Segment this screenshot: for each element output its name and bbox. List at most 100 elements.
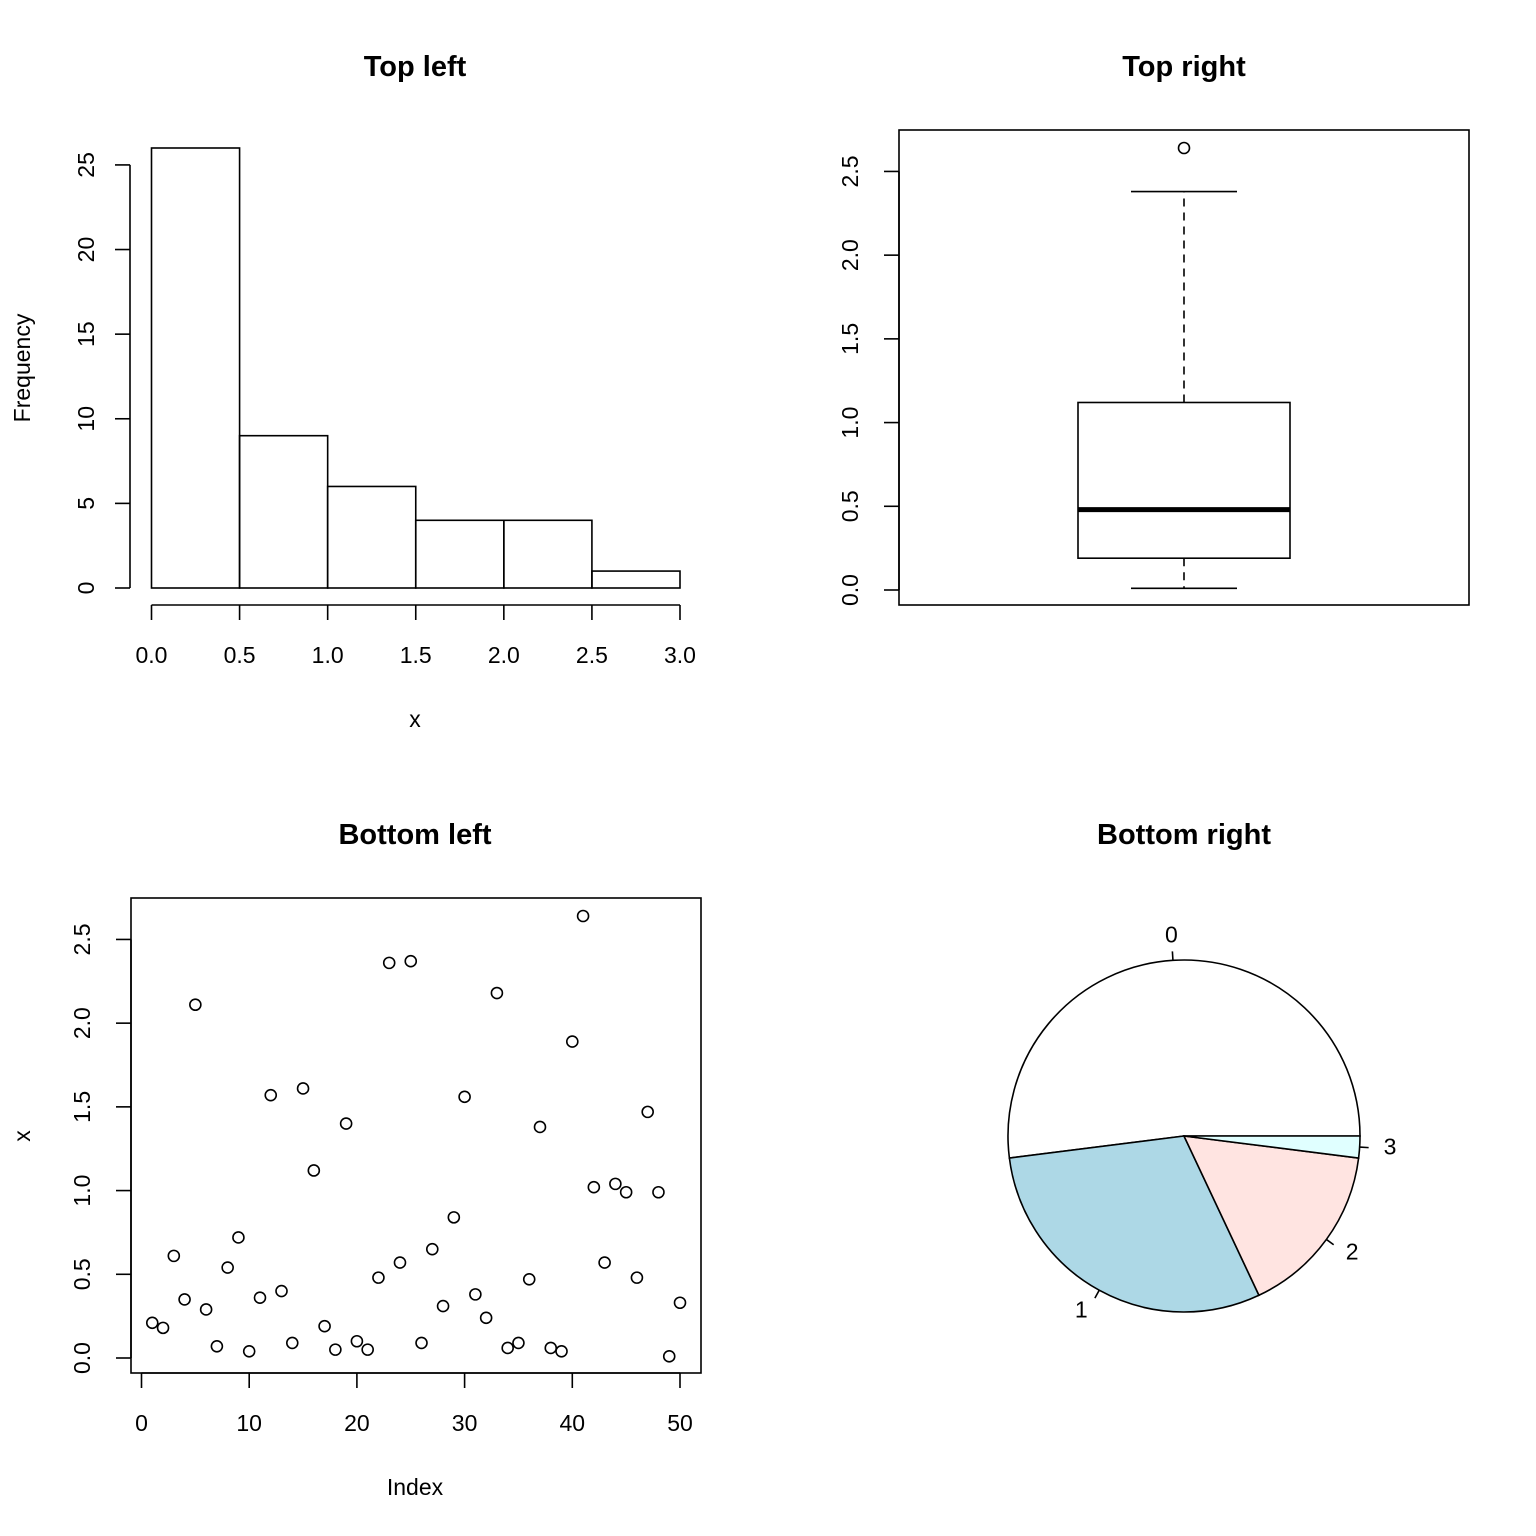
histogram-title: Top left — [364, 51, 467, 83]
histogram-y-tick-label: 10 — [73, 406, 99, 432]
scatter-point — [619, 1185, 633, 1199]
histogram-x-tick-label: 0.0 — [136, 642, 168, 668]
boxplot-panel: Top right 0.0 0.5 1.0 1.5 2.0 2.5 — [837, 51, 1470, 606]
scatter-point — [242, 1345, 256, 1358]
scatter-point — [221, 1261, 234, 1274]
pie-slice-3 — [1183, 1135, 1361, 1159]
histogram-x-tick-label: 2.0 — [488, 642, 520, 668]
pie-label: 0 — [1165, 921, 1178, 947]
scatter-point — [339, 1117, 353, 1130]
histogram-y-tick-label: 20 — [73, 237, 99, 263]
scatter-point — [296, 1082, 310, 1095]
histogram-bar — [238, 434, 329, 589]
histogram-x-tick-label: 2.5 — [576, 642, 608, 668]
scatter-y-tick-label: 1.5 — [69, 1091, 95, 1123]
boxplot-y-tick-label: 1.0 — [837, 407, 863, 439]
boxplot-y-tick-label: 1.5 — [837, 323, 863, 355]
scatter-title: Bottom left — [338, 819, 491, 851]
histogram-bar — [150, 147, 241, 589]
pie-label-tick — [1325, 1238, 1335, 1246]
pie-slice-2 — [1182, 1135, 1360, 1297]
histogram-bar — [326, 485, 417, 589]
scatter-point — [641, 1105, 654, 1119]
pie-panel: Bottom right 0 1 2 3 — [1007, 819, 1397, 1322]
scatter-y-tick-label: 1.0 — [69, 1175, 95, 1207]
histogram-x-tick-label: 1.5 — [400, 642, 432, 668]
scatter-frame — [130, 897, 702, 1374]
scatter-point — [469, 1288, 482, 1301]
pie-label: 1 — [1075, 1296, 1088, 1322]
scatter-point — [609, 1177, 622, 1191]
boxplot-box — [1077, 401, 1291, 559]
histogram-x-tick-label: 3.0 — [664, 642, 696, 668]
scatter-y-tick-label: 0.5 — [69, 1258, 95, 1290]
pie-label-tick — [1171, 951, 1174, 961]
scatter-point — [415, 1336, 428, 1350]
scatter-point — [199, 1303, 213, 1316]
scatter-x-tick-label: 10 — [236, 1410, 262, 1436]
scatter-point — [318, 1319, 331, 1333]
histogram-x-tick-label: 0.5 — [224, 642, 256, 668]
scatter-point — [522, 1273, 536, 1286]
scatter-x-tick-label: 30 — [452, 1410, 478, 1436]
scatter-point — [167, 1249, 181, 1263]
scatter-point — [544, 1341, 558, 1355]
scatter-point — [576, 909, 590, 923]
pie-label-tick — [1094, 1289, 1100, 1299]
scatter-point — [156, 1321, 170, 1335]
scatter-point — [178, 1293, 191, 1306]
scatter-point — [275, 1284, 288, 1298]
scatter-point — [436, 1299, 450, 1313]
histogram-bar — [503, 519, 593, 589]
histogram-panel: Top left x Frequency 0.0 0.5 1.0 1.5 2.0 2.5 3… — [9, 51, 696, 732]
histogram-bar — [414, 519, 505, 589]
boxplot-y-tick-label: 0.5 — [837, 490, 863, 522]
scatter-point — [361, 1343, 374, 1356]
scatter-y-tick-label: 0.0 — [69, 1342, 95, 1374]
histogram-y-tick-label: 0 — [73, 582, 99, 595]
scatter-point — [598, 1256, 611, 1269]
scatter-point — [555, 1345, 568, 1358]
scatter-point — [329, 1343, 342, 1356]
pie-label-tick — [1359, 1146, 1369, 1149]
scatter-point — [447, 1211, 461, 1224]
scatter-point — [189, 998, 202, 1012]
boxplot-y-tick-label: 0.0 — [837, 574, 863, 606]
scatter-point — [350, 1334, 364, 1348]
histogram-bar — [591, 570, 681, 589]
scatter-point — [285, 1336, 299, 1350]
scatter-x-tick-label: 0 — [135, 1410, 148, 1436]
scatter-point — [404, 954, 418, 968]
pie-slice-0 — [1007, 959, 1361, 1159]
scatter-point — [533, 1120, 547, 1134]
scatter-y-tick-label: 2.0 — [69, 1007, 95, 1039]
scatter-point — [512, 1336, 525, 1350]
scatter-point — [253, 1291, 267, 1305]
scatter-point — [652, 1185, 665, 1199]
scatter-point — [458, 1090, 471, 1104]
scatter-point — [372, 1271, 385, 1284]
scatter-point — [307, 1164, 321, 1177]
scatter-point — [630, 1271, 644, 1284]
boxplot-title: Top right — [1122, 51, 1246, 83]
scatter-point — [673, 1296, 687, 1310]
histogram-y-tick-label: 15 — [73, 321, 99, 347]
boxplot-y-tick-label: 2.0 — [837, 239, 863, 271]
scatter-point — [145, 1316, 159, 1330]
boxplot-outlier — [1177, 141, 1191, 155]
scatter-point — [382, 956, 396, 970]
pie-title: Bottom right — [1097, 819, 1271, 851]
pie-label: 2 — [1346, 1239, 1359, 1265]
scatter-point — [264, 1088, 278, 1102]
scatter-point — [425, 1242, 439, 1256]
scatter-point — [501, 1341, 514, 1355]
scatter-point — [232, 1231, 245, 1244]
histogram-y-tick-label: 25 — [73, 152, 99, 178]
scatter-point — [662, 1350, 676, 1363]
histogram-xlabel: x — [409, 706, 421, 732]
histogram-ylabel: Frequency — [9, 313, 35, 422]
pie-label: 3 — [1384, 1134, 1397, 1160]
scatter-point — [565, 1035, 579, 1048]
scatter-point — [210, 1339, 224, 1353]
scatter-x-tick-label: 50 — [667, 1410, 693, 1436]
